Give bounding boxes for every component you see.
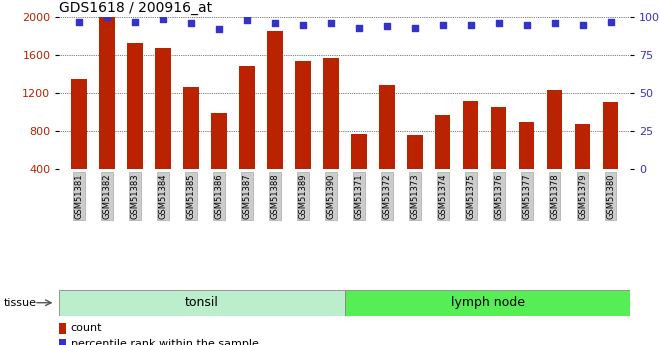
Point (465, 22, 476, 28)
Bar (155, 48, 171, 207)
Bar (435, 115, 451, 207)
Bar (99, 17, 115, 207)
Text: lymph node: lymph node (451, 296, 525, 309)
Point (185, 21, 196, 26)
Point (129, 19, 140, 24)
Point (494, 21, 504, 26)
Text: percentile rank within the sample: percentile rank within the sample (71, 339, 259, 345)
Bar (519, 121, 535, 207)
Point (298, 22, 308, 28)
Point (74, 19, 84, 24)
Point (214, 27, 224, 32)
Bar (379, 85, 395, 207)
Bar (183, 87, 199, 207)
Bar (407, 135, 422, 207)
Point (550, 21, 560, 26)
Bar (295, 61, 311, 207)
Bar (127, 43, 143, 207)
Text: GDS1618 / 200916_at: GDS1618 / 200916_at (59, 1, 213, 15)
FancyBboxPatch shape (59, 290, 345, 316)
Bar (575, 124, 591, 207)
Bar (211, 113, 226, 207)
Point (242, 18, 252, 23)
Bar (603, 102, 618, 207)
Point (410, 25, 420, 31)
Text: count: count (71, 324, 102, 333)
Bar (491, 107, 506, 207)
Point (354, 25, 364, 31)
Point (381, 23, 392, 29)
Bar (239, 66, 255, 207)
Bar (463, 101, 478, 207)
Text: tonsil: tonsil (185, 296, 219, 309)
Bar (267, 31, 282, 207)
Bar (71, 79, 86, 207)
Point (102, 14, 112, 20)
Point (325, 21, 336, 26)
Bar (323, 58, 339, 207)
Point (521, 22, 532, 28)
Bar (351, 134, 366, 207)
Point (438, 22, 448, 28)
Point (605, 19, 616, 24)
Point (578, 22, 588, 28)
Point (158, 16, 168, 21)
Text: tissue: tissue (3, 298, 36, 308)
Point (269, 21, 280, 26)
Bar (547, 90, 562, 207)
FancyBboxPatch shape (345, 290, 630, 316)
